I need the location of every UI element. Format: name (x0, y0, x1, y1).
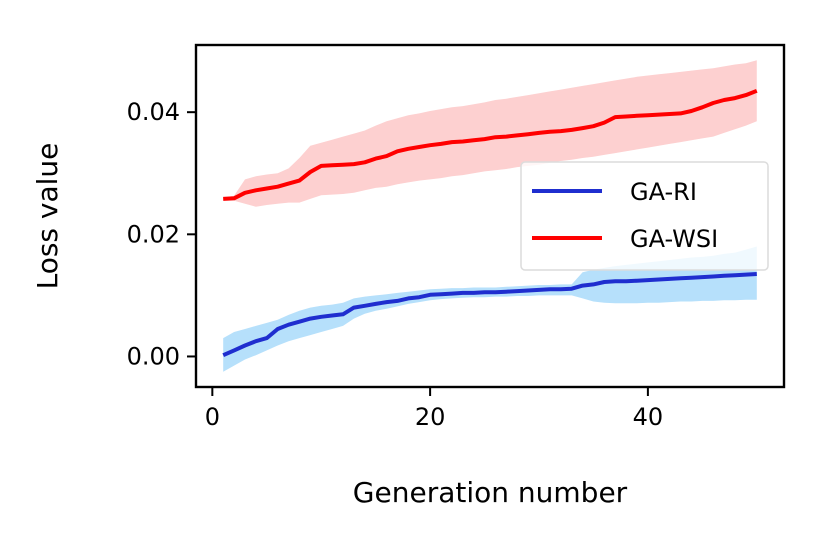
x-tick-label: 20 (415, 403, 446, 431)
y-tick-label: 0.00 (127, 342, 180, 370)
y-axis-label: Loss value (31, 143, 64, 290)
x-tick-label: 40 (633, 403, 664, 431)
series-lines (222, 88, 758, 358)
band-ga-ri (223, 246, 757, 372)
x-axis-label: Generation number (353, 476, 628, 509)
y-tick-label: 0.04 (127, 98, 180, 126)
series-line-ga-ri (222, 272, 757, 358)
plot-frame (194, 43, 786, 389)
series-line-ga-wsi (223, 88, 758, 201)
legend: GA-RI GA-WSI (520, 161, 769, 271)
y-tick-label: 0.02 (127, 220, 180, 248)
legend-label: GA-WSI (630, 225, 718, 253)
y-axis-ticks: 0.00 0.02 0.04 (127, 98, 196, 370)
band-ga-wsi (223, 60, 757, 207)
x-axis-ticks: 0 20 40 (205, 387, 663, 431)
legend-label: GA-RI (630, 178, 697, 206)
confidence-bands (223, 60, 757, 372)
x-tick-label: 0 (205, 403, 220, 431)
